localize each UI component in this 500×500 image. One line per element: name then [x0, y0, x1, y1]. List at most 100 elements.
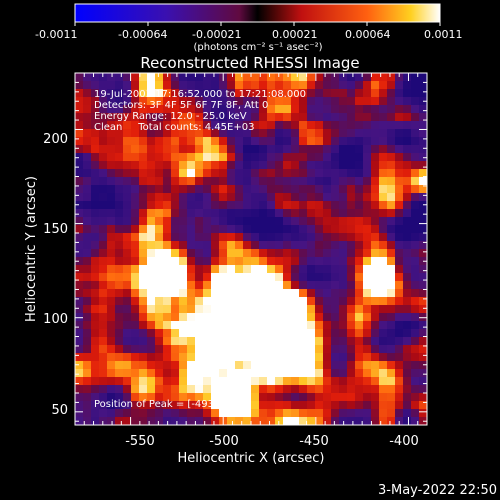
image-cell — [91, 321, 100, 330]
image-cell — [107, 329, 116, 338]
image-cell — [331, 401, 340, 410]
image-cell — [235, 377, 244, 386]
image-cell — [315, 313, 324, 322]
image-cell — [251, 209, 260, 218]
image-cell — [203, 257, 212, 266]
image-cell — [163, 129, 172, 138]
image-cell — [131, 385, 140, 394]
image-cell — [307, 113, 316, 122]
image-cell — [131, 361, 140, 370]
image-cell — [179, 73, 188, 82]
image-cell — [299, 121, 308, 130]
image-cell — [331, 129, 340, 138]
image-cell — [147, 169, 156, 178]
image-cell — [163, 121, 172, 130]
image-cell — [403, 201, 412, 210]
image-cell — [115, 385, 124, 394]
image-cell — [315, 345, 324, 354]
image-cell — [227, 97, 236, 106]
image-cell — [211, 401, 220, 410]
image-cell — [107, 129, 116, 138]
image-cell — [235, 353, 244, 362]
image-cell — [307, 225, 316, 234]
image-cell — [251, 185, 260, 194]
image-cell — [339, 313, 348, 322]
image-cell — [139, 313, 148, 322]
image-cell — [291, 97, 300, 106]
image-cell — [91, 393, 100, 402]
y-tick-label-0: 50 — [51, 403, 68, 418]
image-cell — [299, 161, 308, 170]
image-cell — [339, 145, 348, 154]
image-cell — [323, 73, 332, 82]
image-cell — [339, 361, 348, 370]
image-cell — [323, 393, 332, 402]
image-cell — [227, 193, 236, 202]
image-cell — [163, 137, 172, 146]
image-cell — [203, 97, 212, 106]
image-cell — [323, 105, 332, 114]
image-cell — [107, 273, 116, 282]
image-cell — [403, 369, 412, 378]
image-cell — [259, 313, 268, 322]
image-cell — [91, 281, 100, 290]
image-cell — [235, 193, 244, 202]
image-cell — [171, 329, 180, 338]
image-cell — [355, 377, 364, 386]
image-cell — [259, 393, 268, 402]
image-cell — [379, 241, 388, 250]
image-cell — [283, 313, 292, 322]
image-cell — [259, 145, 268, 154]
image-cell — [323, 145, 332, 154]
image-cell — [83, 289, 92, 298]
image-cell — [195, 393, 204, 402]
image-cell — [123, 321, 132, 330]
image-cell — [243, 377, 252, 386]
image-cell — [99, 257, 108, 266]
image-cell — [355, 137, 364, 146]
image-cell — [339, 337, 348, 346]
image-cell — [395, 121, 404, 130]
image-cell — [147, 401, 156, 410]
image-cell — [363, 361, 372, 370]
image-cell — [195, 417, 204, 426]
image-cell — [363, 73, 372, 82]
image-cell — [139, 273, 148, 282]
image-cell — [195, 129, 204, 138]
image-cell — [387, 169, 396, 178]
image-cell — [219, 169, 228, 178]
image-cell — [291, 353, 300, 362]
image-cell — [387, 297, 396, 306]
image-cell — [227, 409, 236, 418]
image-cell — [267, 113, 276, 122]
image-cell — [379, 137, 388, 146]
image-cell — [179, 137, 188, 146]
image-cell — [395, 129, 404, 138]
image-cell — [171, 257, 180, 266]
image-cell — [243, 241, 252, 250]
image-cell — [123, 145, 132, 154]
image-cell — [235, 385, 244, 394]
image-cell — [347, 401, 356, 410]
image-cell — [219, 145, 228, 154]
image-cell — [411, 409, 420, 418]
image-cell — [299, 393, 308, 402]
image-cell — [307, 73, 316, 82]
image-cell — [147, 353, 156, 362]
image-cell — [355, 297, 364, 306]
image-cell — [403, 161, 412, 170]
image-cell — [131, 137, 140, 146]
image-cell — [299, 385, 308, 394]
image-cell — [211, 145, 220, 154]
image-cell — [99, 145, 108, 154]
image-cell — [275, 297, 284, 306]
image-cell — [203, 321, 212, 330]
image-cell — [99, 337, 108, 346]
image-cell — [195, 113, 204, 122]
image-cell — [91, 129, 100, 138]
image-cell — [355, 89, 364, 98]
image-cell — [139, 361, 148, 370]
image-cell — [131, 193, 140, 202]
image-cell — [91, 273, 100, 282]
image-cell — [107, 225, 116, 234]
